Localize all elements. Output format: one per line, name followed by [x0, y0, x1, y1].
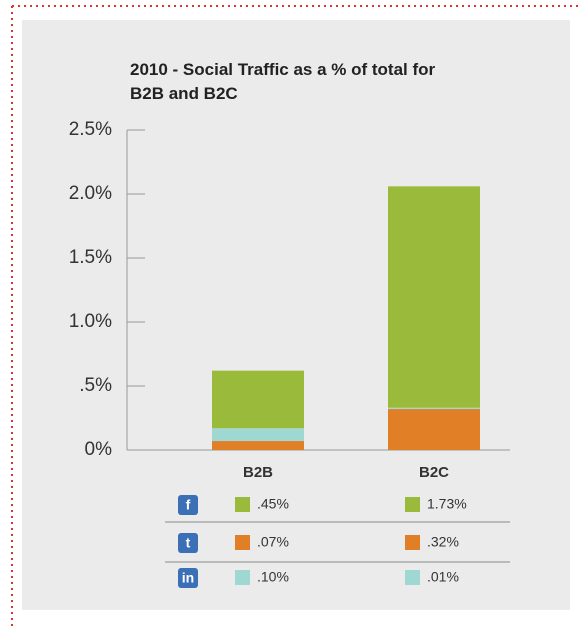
x-tick-label: B2B — [243, 464, 273, 481]
legend-icon-label: t — [186, 535, 191, 551]
chart-title: 2010 - Social Traffic as a % of total fo… — [130, 60, 436, 103]
value-label: 1.73% — [427, 496, 467, 512]
x-tick-label: B2C — [419, 464, 449, 481]
legend-icon — [178, 533, 198, 553]
bar-segment — [212, 441, 304, 450]
value-label: .10% — [257, 569, 289, 585]
bar-segment — [388, 407, 480, 410]
legend-swatch — [405, 535, 420, 550]
bar-segment — [212, 370, 304, 429]
legend-icon — [178, 495, 198, 515]
legend-swatch — [235, 535, 250, 550]
legend-icon — [178, 568, 198, 588]
value-label: .01% — [427, 569, 459, 585]
bar-segment — [388, 409, 480, 450]
y-tick-label: 0% — [85, 439, 113, 460]
legend-swatch — [235, 570, 250, 585]
y-tick-label: 1.5% — [69, 247, 112, 268]
value-label: .07% — [257, 534, 289, 550]
y-tick-label: .5% — [79, 375, 112, 396]
legend-icon-label: in — [182, 570, 194, 586]
value-label: .45% — [257, 496, 289, 512]
legend-icon-label: f — [186, 497, 191, 513]
y-tick-label: 1.0% — [69, 311, 112, 332]
legend-swatch — [405, 570, 420, 585]
bar-segment — [388, 186, 480, 408]
y-tick-label: 2.5% — [69, 119, 112, 140]
value-label: .32% — [427, 534, 459, 550]
legend-swatch — [405, 497, 420, 512]
legend-swatch — [235, 497, 250, 512]
y-tick-label: 2.0% — [69, 183, 112, 204]
bar-segment — [212, 428, 304, 442]
